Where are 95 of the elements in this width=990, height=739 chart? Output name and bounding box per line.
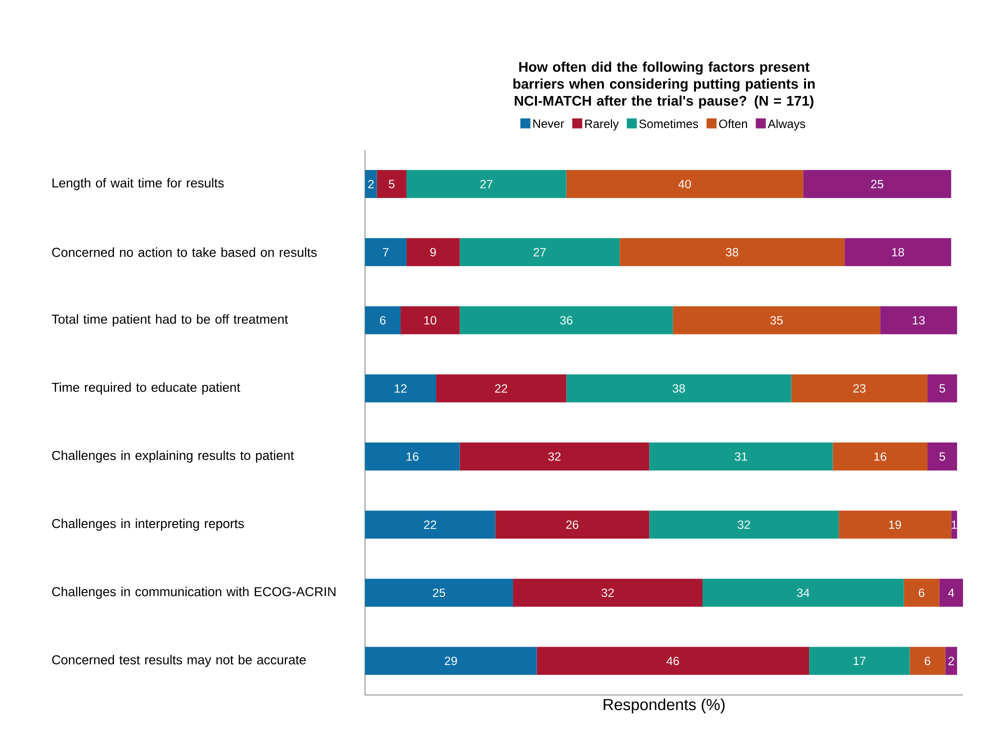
y-tick-label: Challenges in communication with ECOG-ACRIN [52,586,336,599]
data-label: 22 [495,384,508,393]
bar [406,170,566,198]
data-label: 27 [534,248,546,256]
data-label: 13 [912,316,925,325]
bar [672,306,880,334]
data-label: 16 [874,452,886,461]
bar [566,170,804,198]
legend-label: Sometimes [639,119,698,128]
y-tick-label: Challenges in explaining results to patient [52,450,294,463]
bar [939,578,964,607]
y-tick-label: Concerned test results may not be accurate [52,654,306,667]
bar [460,442,650,471]
bar [376,170,406,198]
bar [365,510,496,539]
legend-label: Rarely [585,119,619,130]
legend-label: Always [768,119,806,130]
data-label: 4 [948,588,954,597]
data-label: 9 [430,248,436,256]
bar [566,374,792,402]
bar [495,510,650,539]
data-label: 25 [871,180,884,188]
bar [406,238,460,266]
data-label: 2 [368,180,374,188]
x-axis-title: Respondents (%) [604,698,725,714]
bar [832,442,928,471]
legend-label: Never [533,120,564,128]
data-label: 5 [388,180,394,188]
data-label: 32 [738,520,750,529]
chart-title: How often did the following factors present barriers when considering putting patients in NCI-MATCH after the trial's pause? (N = 171) [513,62,815,108]
bar [513,578,702,607]
bar [365,578,514,607]
data-label: 5 [939,384,946,393]
bar [365,646,537,675]
bar [460,238,620,266]
y-tick-label: Total time patient had to be off treatment [52,314,288,326]
data-label: 46 [666,656,680,666]
bar [904,578,940,607]
bar [791,374,928,402]
data-label: 10 [424,316,436,325]
data-label: 19 [889,520,901,529]
data-label: 38 [672,384,685,393]
data-label: 6 [380,316,386,325]
bar [536,646,810,675]
y-tick-label: Challenges in interpreting reports [52,518,244,531]
data-label: 18 [892,248,904,256]
data-label: 32 [602,588,614,598]
bar [838,510,952,539]
bar [910,646,946,675]
bar [460,306,673,334]
data-label: 40 [678,180,691,188]
data-label: 6 [924,656,930,666]
y-tick-label: Time required to educate patient [52,382,240,394]
bar [649,510,839,539]
bar [945,646,958,675]
data-label: 36 [560,316,572,325]
data-label: 25 [432,588,446,598]
bar [365,442,460,471]
bar [436,374,566,402]
y-tick-label: Concerned no action to take based on results [52,247,317,257]
legend-label: Often [719,119,748,128]
bar [400,306,460,334]
bar [809,646,910,675]
bar [365,238,406,266]
data-label: 12 [394,384,407,393]
bar [365,170,377,198]
data-label: 17 [854,656,866,666]
data-label: 38 [726,248,738,256]
data-label: 7 [383,248,388,256]
data-label: 1 [952,520,957,529]
bar [702,578,904,607]
bar [365,374,436,402]
bar [951,510,958,539]
data-label: 29 [444,656,457,666]
bar [365,306,401,334]
data-label: 32 [548,452,561,461]
bar [803,170,952,198]
data-label: 23 [853,384,866,393]
bar [927,442,958,471]
bar [880,306,958,334]
data-label: 5 [939,452,946,461]
data-label: 31 [734,452,748,461]
data-label: 2 [948,656,954,666]
y-tick-label: Length of wait time for results [52,178,224,190]
data-label: 16 [406,452,418,461]
data-label: 34 [796,588,810,598]
data-label: 35 [770,316,783,325]
data-label: 26 [566,520,578,529]
data-label: 27 [480,180,492,188]
bar [927,374,958,402]
data-label: 22 [424,520,436,529]
bar [620,238,845,266]
data-label: 6 [918,588,924,598]
bar [844,238,952,266]
bar [649,442,833,471]
